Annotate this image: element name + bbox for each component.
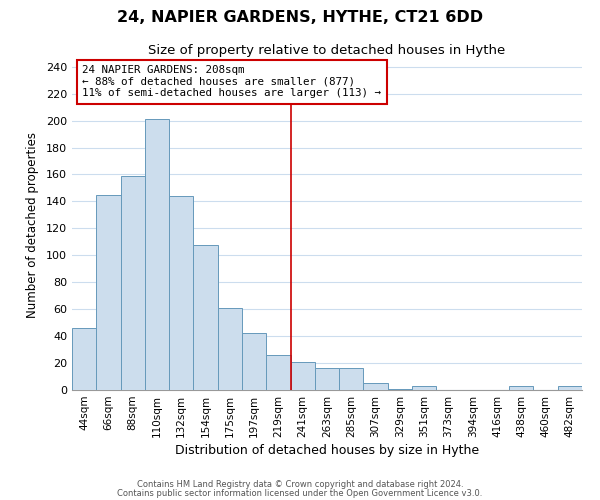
Bar bbox=[242, 334, 266, 390]
Bar bbox=[145, 120, 169, 390]
X-axis label: Distribution of detached houses by size in Hythe: Distribution of detached houses by size … bbox=[175, 444, 479, 457]
Bar bbox=[218, 308, 242, 390]
Bar bbox=[364, 384, 388, 390]
Bar bbox=[96, 194, 121, 390]
Bar bbox=[121, 176, 145, 390]
Bar bbox=[290, 362, 315, 390]
Bar bbox=[266, 355, 290, 390]
Bar bbox=[339, 368, 364, 390]
Bar bbox=[169, 196, 193, 390]
Bar bbox=[412, 386, 436, 390]
Title: Size of property relative to detached houses in Hythe: Size of property relative to detached ho… bbox=[148, 44, 506, 58]
Bar bbox=[193, 244, 218, 390]
Text: 24 NAPIER GARDENS: 208sqm
← 88% of detached houses are smaller (877)
11% of semi: 24 NAPIER GARDENS: 208sqm ← 88% of detac… bbox=[82, 65, 381, 98]
Y-axis label: Number of detached properties: Number of detached properties bbox=[26, 132, 39, 318]
Bar bbox=[388, 388, 412, 390]
Text: Contains public sector information licensed under the Open Government Licence v3: Contains public sector information licen… bbox=[118, 488, 482, 498]
Text: Contains HM Land Registry data © Crown copyright and database right 2024.: Contains HM Land Registry data © Crown c… bbox=[137, 480, 463, 489]
Bar bbox=[315, 368, 339, 390]
Text: 24, NAPIER GARDENS, HYTHE, CT21 6DD: 24, NAPIER GARDENS, HYTHE, CT21 6DD bbox=[117, 10, 483, 25]
Bar bbox=[558, 386, 582, 390]
Bar bbox=[72, 328, 96, 390]
Bar bbox=[509, 386, 533, 390]
